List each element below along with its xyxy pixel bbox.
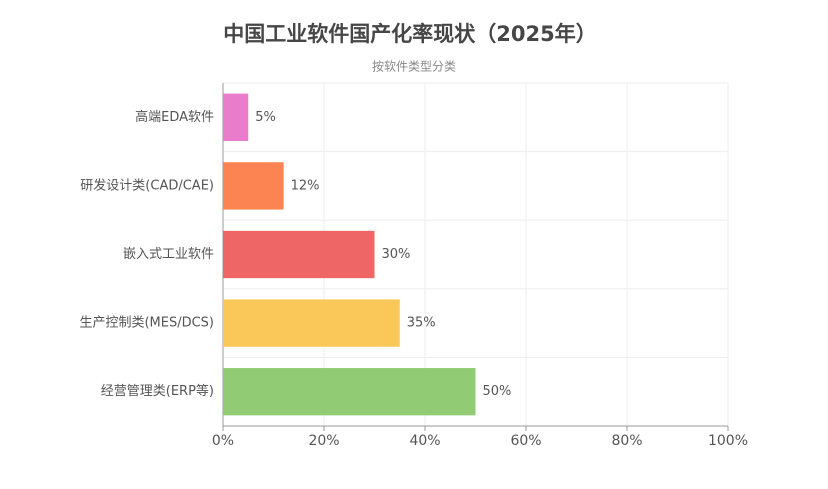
y-tick-label: 研发设计类(CAD/CAE) [80, 177, 214, 193]
bar [223, 368, 476, 416]
bar [223, 162, 284, 210]
value-label: 30% [382, 247, 411, 262]
value-label: 35% [407, 316, 436, 331]
bar [223, 230, 375, 279]
x-tick-label: 100% [708, 433, 748, 449]
x-tick-label: 0% [212, 433, 234, 449]
value-label: 5% [255, 110, 276, 125]
x-tick-label: 20% [308, 433, 339, 449]
x-tick-label: 40% [409, 433, 440, 449]
chart-title: 中国工业软件国产化率现状（2025年） [223, 22, 596, 46]
x-tick-label: 80% [611, 433, 642, 449]
chart-subtitle: 按软件类型分类 [372, 60, 456, 74]
bar [223, 93, 249, 141]
y-tick-label: 生产控制类(MES/DCS) [79, 316, 214, 331]
x-tick-label: 60% [510, 433, 541, 449]
bar [223, 299, 400, 347]
value-label: 12% [291, 178, 320, 193]
y-tick-label: 经营管理类(ERP等) [101, 383, 214, 399]
value-label: 50% [483, 384, 512, 399]
y-tick-label: 高端EDA软件 [135, 109, 214, 125]
y-tick-label: 嵌入式工业软件 [123, 247, 214, 262]
